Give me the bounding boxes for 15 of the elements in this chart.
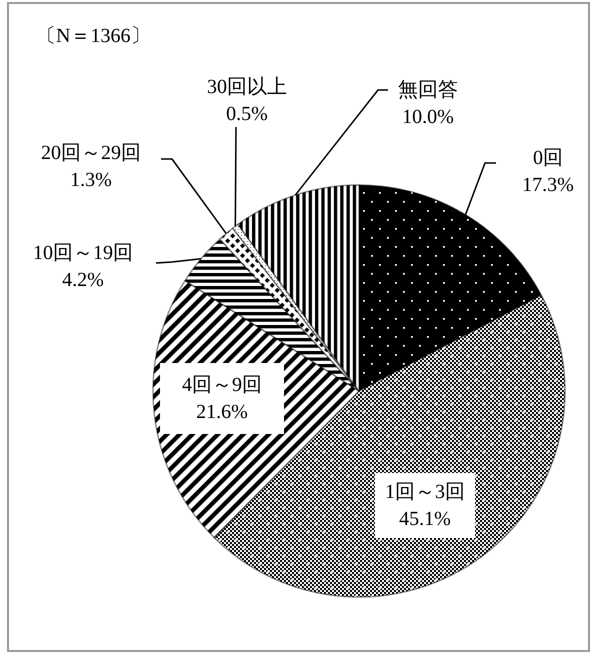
data-label: 10.0% [402,106,454,128]
data-label: 45.1% [399,508,451,530]
text: 〔N＝1366〕 [36,25,150,47]
data-label: 0.5% [226,103,268,125]
slice-label: 4回～9回 [182,374,262,396]
slice-label: 無回答 [398,79,458,101]
slice-label: 20回～29回 [41,142,141,164]
data-label: 21.6% [196,401,248,423]
data-label: 1.3% [70,169,112,191]
data-label: 4.2% [62,269,104,291]
slice-label: 10回～19回 [33,242,133,264]
slice-label: 1回～3回 [385,481,465,503]
slice-label: 30回以上 [207,76,287,98]
data-label: 17.3% [522,174,574,196]
slice-label: 0回 [533,147,563,169]
